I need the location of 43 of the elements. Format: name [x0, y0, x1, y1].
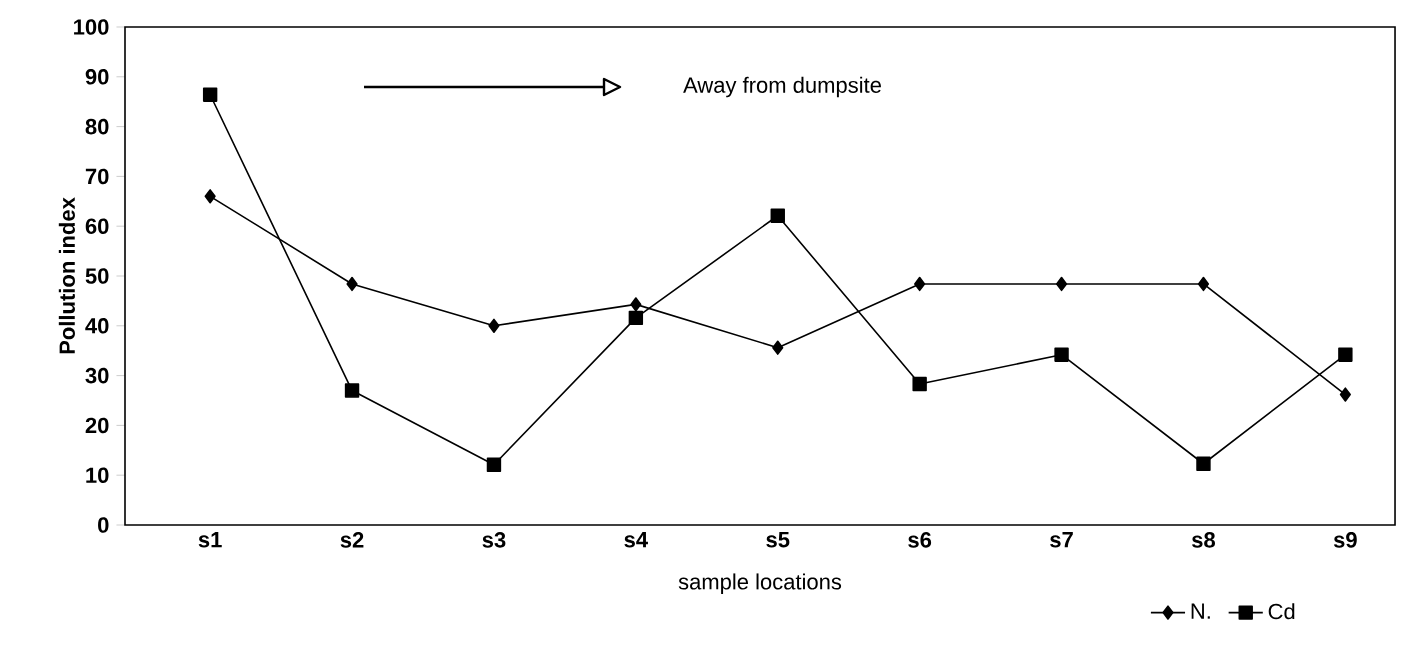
y-tick-label: 20	[85, 417, 109, 434]
legend-label: Cd	[1268, 603, 1295, 620]
y-tick-label: 50	[85, 268, 109, 284]
x-tick-label: s7	[1050, 532, 1073, 548]
y-tick-label: 10	[86, 467, 109, 483]
point	[202, 87, 218, 102]
point	[628, 310, 644, 326]
legend-label: N.	[1191, 603, 1210, 619]
point	[1338, 347, 1353, 362]
y-tick-label: 60	[85, 218, 109, 234]
point	[204, 189, 216, 204]
y-tick-label: 40	[85, 318, 109, 334]
point	[772, 340, 784, 355]
y-axis-title: Pollution index	[58, 197, 75, 354]
y-tick-label: 0	[98, 517, 109, 533]
point	[770, 208, 785, 223]
x-tick-label: s5	[766, 532, 790, 548]
point	[1197, 276, 1210, 292]
annotation: Away from dumpsite	[683, 76, 881, 98]
x-tick-label: s6	[908, 532, 932, 548]
x-tick-label: s3	[482, 532, 506, 548]
x-tick-label: s2	[340, 532, 364, 548]
y-tick-label: 100	[74, 19, 109, 35]
point	[1196, 456, 1211, 471]
point	[1054, 347, 1069, 362]
x-tick-label: s9	[1333, 532, 1357, 548]
point	[346, 276, 358, 292]
x-tick-label: s8	[1192, 532, 1215, 548]
point	[344, 383, 360, 398]
point	[914, 276, 926, 292]
x-tick-label: s1	[198, 532, 222, 548]
y-tick-label: 30	[85, 367, 109, 384]
y-tick-label: 70	[85, 168, 109, 185]
point	[1339, 387, 1351, 402]
y-tick-label: 90	[85, 69, 109, 85]
point	[1055, 276, 1068, 292]
point	[630, 297, 642, 312]
point	[488, 318, 500, 333]
y-tick-label: 80	[85, 118, 109, 135]
point	[912, 376, 927, 392]
x-tick-label: s4	[624, 532, 648, 548]
point	[486, 457, 502, 472]
x-axis-title: sample locations	[678, 573, 842, 594]
